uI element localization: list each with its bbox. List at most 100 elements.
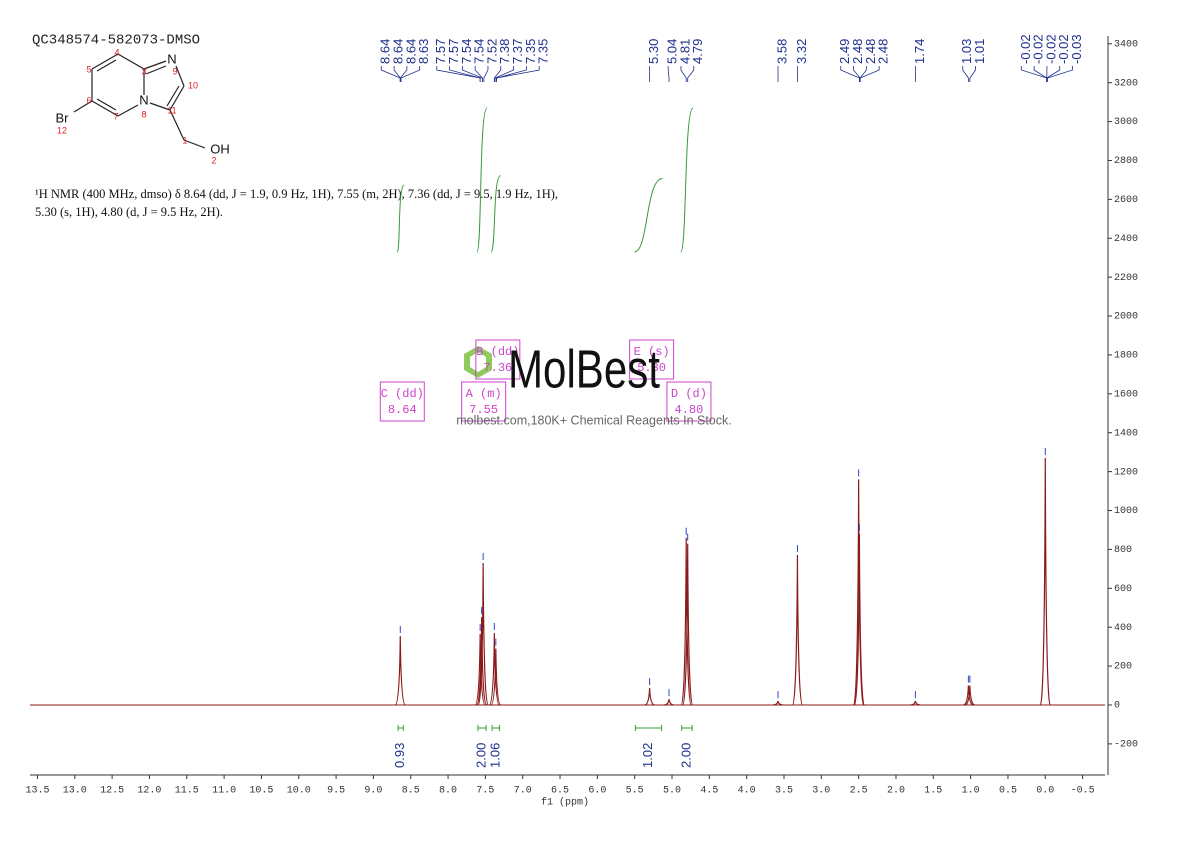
peak-label: 2.49 [837,39,852,64]
atom-number: 11 [167,105,176,115]
peak-label: 7.54 [472,39,487,64]
y-tick-label: 2600 [1114,195,1138,206]
structure-bonds [73,53,206,149]
integral-curve [680,107,694,253]
integral-curve [476,107,488,253]
peak [663,699,675,706]
nmr-description: 5.30 (s, 1H), 4.80 (d, J = 9.5 Hz, 2H). [35,205,223,219]
x-tick-label: 5.5 [626,786,644,797]
atom-number: 3 [141,66,146,76]
x-tick-label: 4.0 [738,786,756,797]
multiplet-box [629,339,675,380]
atom-label: OH [210,141,230,156]
peak-label: 7.52 [484,39,499,64]
x-tick-label: 9.0 [364,786,382,797]
x-tick-label: 6.5 [551,786,569,797]
x-tick-label: -0.5 [1071,786,1095,797]
y-tick-label: 600 [1114,584,1132,595]
multiplet-shift: 7.55 [469,403,498,417]
peak-label: 8.64 [378,39,393,64]
x-tick-label: 6.0 [588,786,606,797]
peak [910,700,921,706]
peak-label: -0.02 [1018,34,1033,64]
peak-label: -0.02 [1056,34,1071,64]
atom-number: 8 [141,109,146,119]
x-tick-label: 12.5 [100,786,124,797]
y-tick-label: 400 [1114,623,1132,634]
y-tick-label: 1400 [1114,428,1138,439]
y-tick-label: 3200 [1114,78,1138,89]
multiplet-label: E (s) [634,345,670,359]
multiplet-shift: 7.36 [483,361,512,375]
peak-label-connector [400,66,421,82]
y-tick-label: -200 [1114,740,1138,751]
integral-bracket [477,725,487,731]
peak [853,479,865,706]
spectrum-title: QC348574-582073-DMSO [32,33,200,49]
atom-number: 5 [86,64,91,74]
atom-number: 4 [114,47,119,57]
x-tick-label: 11.5 [175,786,199,797]
peak-label-connector [474,66,483,82]
atom-number: 12 [57,125,67,135]
peak [963,685,974,706]
peak-label-connector [494,66,514,82]
peak-label: 8.64 [403,39,418,64]
x-tick-label: 5.0 [663,786,681,797]
peak [772,700,784,706]
multiplet-shift: 4.80 [675,403,704,417]
atom-number: 2 [211,155,216,165]
multiplet-box [475,339,521,380]
peak-label: 4.79 [690,39,705,64]
atom-label: N [139,92,148,107]
peak-label-connector [859,66,880,82]
peak-label: -0.02 [1031,34,1046,64]
x-tick-label: 13.5 [25,786,49,797]
peak-label: 7.38 [497,39,512,64]
peak-label-connector [449,66,481,82]
multiplet-label: B (dd) [476,345,519,359]
peak-label: -0.02 [1043,34,1058,64]
peak-label-connector [1046,66,1061,82]
peak-label-connector [667,66,670,82]
integral-curve [634,178,663,253]
multiplet-label: C (dd) [381,387,424,401]
integral-label: 0.93 [392,743,407,768]
integral-label: 1.06 [487,743,502,768]
atom-number: 10 [188,80,198,90]
x-tick-label: 2.5 [850,786,868,797]
peak-label: 2.48 [863,39,878,64]
multiplet-label: D (d) [671,387,707,401]
x-tick-label: 11.0 [212,786,236,797]
y-tick-label: 200 [1114,662,1132,673]
watermark-logo [464,346,492,378]
peak [682,543,694,706]
watermark-brand: MolBest [508,339,660,399]
peak-label: 7.54 [459,39,474,64]
y-tick-label: 1800 [1114,351,1138,362]
nmr-description: ¹H NMR (400 MHz, dmso) δ 8.64 (dd, J = 1… [35,187,558,201]
peak-label: 1.74 [912,39,927,64]
peak-label-connector [1047,66,1073,82]
multiplet-box [379,381,425,422]
peak-label: 7.35 [536,39,551,64]
integral-bracket [397,725,404,731]
peak-label-connector [840,66,860,82]
peak-label: 1.03 [959,39,974,64]
integral-label: 1.02 [640,743,655,768]
x-tick-label: 10.0 [287,786,311,797]
integral-bracket [491,725,501,731]
atom-number: 9 [172,66,177,76]
y-tick-label: 3000 [1114,117,1138,128]
peak-label-connector [680,66,687,82]
peak [964,685,976,706]
integral-curve [396,184,405,253]
x-tick-label: 10.5 [249,786,273,797]
atom-label: Br [56,110,70,125]
x-tick-label: 0.0 [1036,786,1054,797]
peak-label-connector [969,66,976,82]
peak-label: 2.48 [850,39,865,64]
peak-label: 4.81 [677,39,692,64]
peak-label-connector [399,66,408,82]
